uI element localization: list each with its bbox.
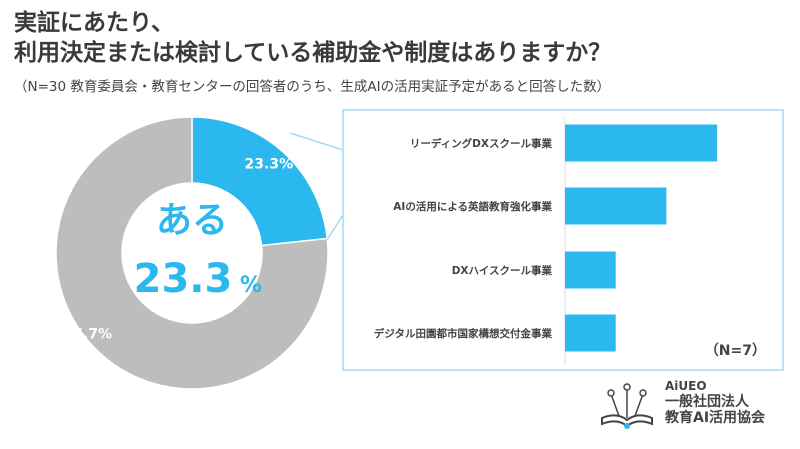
center-value: 23.3 <box>134 256 233 302</box>
logo-line1: 一般社団法人 <box>665 394 749 410</box>
bar-note: （N=7） <box>705 343 766 359</box>
bar-label-0: リーディングDXスクール事業 <box>410 137 553 150</box>
bar-1 <box>565 187 667 225</box>
bar-2 <box>565 251 616 289</box>
slice-label-1: 76.7% <box>64 327 113 343</box>
logo-line2: 教育AI活用協会 <box>665 410 766 426</box>
bar-0 <box>565 124 718 162</box>
title-line2: 利用決定または検討している補助金や制度はありますか？ <box>14 40 612 66</box>
center-label: ある <box>156 200 228 241</box>
logo: AiUEO 一般社団法人 教育AI活用協会 <box>601 378 766 429</box>
logo-brand: AiUEO <box>665 379 707 393</box>
title-line1: 実証にあたり、 <box>14 10 175 36</box>
subtitle: （N=30 教育委員会・教育センターの回答者のうち、生成AIの活用実証予定がある… <box>14 79 611 95</box>
pie-slice-1 <box>55 116 329 390</box>
bar-label-1: AIの活用による英語教育強化事業 <box>393 200 552 213</box>
bar-3 <box>565 314 616 352</box>
bar-label-3: デジタル田園都市国家構想交付金事業 <box>374 327 553 340</box>
callout-box <box>342 109 784 371</box>
callout-line <box>289 132 344 151</box>
slice-label-0: 23.3% <box>245 156 294 172</box>
book-circuit-logo-icon <box>601 383 653 429</box>
pie-slice-0 <box>191 116 329 247</box>
center-unit: % <box>240 273 262 298</box>
bar-label-2: DXハイスクール事業 <box>452 264 553 277</box>
callout-line <box>326 214 344 241</box>
